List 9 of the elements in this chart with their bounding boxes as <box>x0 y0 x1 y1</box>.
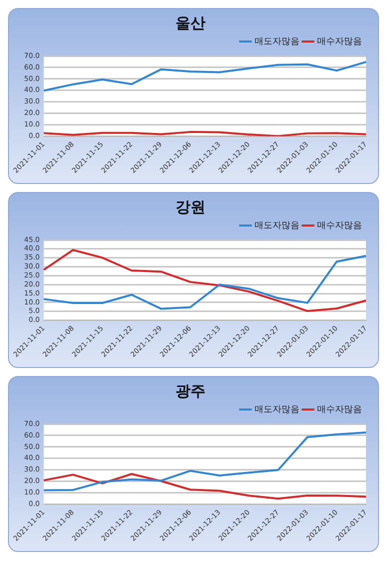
legend-label: 매수자많음 <box>317 36 362 47</box>
legend-label: 매도자많음 <box>254 220 300 231</box>
chart-title: 울산 <box>176 14 206 32</box>
legend-label: 매도자많음 <box>254 36 300 47</box>
legend-label: 매수자많음 <box>317 404 362 415</box>
legend-label: 매수자많음 <box>317 220 362 231</box>
chart-title: 강원 <box>176 198 206 216</box>
legend-label: 매도자많음 <box>254 404 300 415</box>
chart-title: 광주 <box>176 382 206 400</box>
